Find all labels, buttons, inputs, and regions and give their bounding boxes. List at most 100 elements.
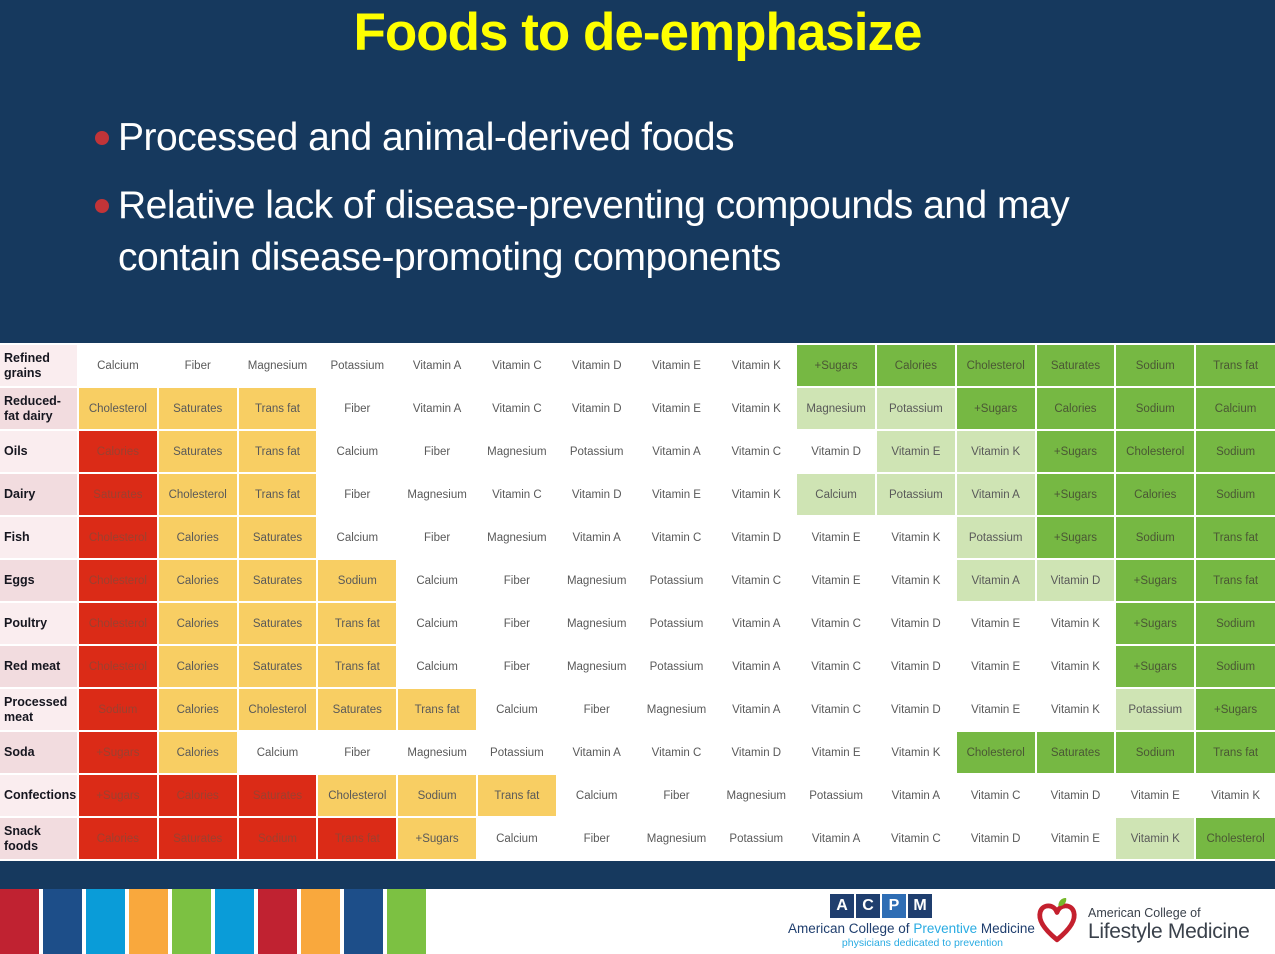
aclm-logo: American College of Lifestyle Medicine: [1034, 897, 1250, 952]
nutrient-cell: Vitamin A: [715, 687, 798, 732]
nutrient-cell: Sodium: [1194, 429, 1275, 474]
nutrient-cell: Vitamin C: [635, 515, 718, 560]
nutrient-cell: Magnesium: [475, 515, 558, 560]
footer-square: [387, 889, 426, 954]
nutrient-cell: Trans fat: [236, 472, 319, 517]
nutrient-cell: Cholesterol: [1194, 816, 1275, 861]
nutrient-cell: Vitamin E: [954, 687, 1037, 732]
nutrient-cell: +Sugars: [77, 730, 159, 775]
nutrient-cell: Vitamin D: [874, 601, 957, 646]
nutrient-cell: Cholesterol: [156, 472, 239, 517]
nutrient-cell: Vitamin C: [475, 472, 558, 517]
nutrient-cell: +Sugars: [1114, 601, 1197, 646]
nutrient-cell: Vitamin E: [635, 386, 718, 431]
nutrient-cell: Vitamin K: [715, 472, 798, 517]
aclm-text: American College of Lifestyle Medicine: [1088, 906, 1250, 944]
nutrient-cell: Vitamin E: [795, 558, 877, 603]
nutrient-cell: Calcium: [475, 816, 558, 861]
footer-square: [129, 889, 168, 954]
nutrient-cell: Vitamin E: [635, 343, 718, 388]
nutrient-cell: Vitamin D: [1034, 558, 1117, 603]
nutrient-cell: Vitamin D: [874, 644, 957, 689]
row-label: Snack foods: [0, 816, 79, 861]
nutrient-cell: Vitamin A: [635, 429, 718, 474]
row-label: Confections: [0, 773, 79, 818]
nutrient-cell: Saturates: [236, 601, 319, 646]
nutrient-cell: Potassium: [316, 343, 399, 388]
nutrient-cell: Vitamin D: [874, 687, 957, 732]
nutrient-cell: Trans fat: [475, 773, 558, 818]
nutrient-cell: Calories: [156, 730, 239, 775]
acpm-name-highlight: Preventive: [913, 921, 978, 936]
bullet-dot-icon: [95, 199, 109, 214]
nutrient-cell: Potassium: [635, 601, 718, 646]
nutrient-cell: Vitamin D: [555, 472, 638, 517]
nutrient-cell: Calcium: [236, 730, 319, 775]
bullet-item: Relative lack of disease-preventing comp…: [95, 180, 1185, 283]
footer-square: [86, 889, 125, 954]
nutrient-cell: Vitamin A: [954, 472, 1037, 517]
nutrient-cell: Vitamin K: [715, 386, 798, 431]
nutrient-cell: Cholesterol: [77, 515, 159, 560]
nutrient-cell: Potassium: [635, 644, 718, 689]
footer-square: [43, 889, 82, 954]
nutrient-cell: +Sugars: [1114, 558, 1197, 603]
nutrient-cell: Vitamin A: [555, 730, 638, 775]
footer-square: [215, 889, 254, 954]
nutrient-cell: Calcium: [396, 601, 478, 646]
nutrient-cell: +Sugars: [396, 816, 478, 861]
acpm-name-part: Medicine: [977, 921, 1035, 936]
nutrient-cell: Saturates: [236, 515, 319, 560]
nutrient-cell: Fiber: [316, 472, 399, 517]
nutrient-cell: Vitamin C: [715, 429, 798, 474]
nutrient-cell: Vitamin A: [874, 773, 957, 818]
nutrient-cell: Calories: [156, 558, 239, 603]
nutrient-cell: Vitamin D: [795, 429, 877, 474]
nutrient-cell: Saturates: [236, 644, 319, 689]
nutrient-cell: +Sugars: [1194, 687, 1275, 732]
nutrient-cell: Vitamin E: [795, 730, 877, 775]
nutrient-cell: Sodium: [1194, 601, 1275, 646]
nutrient-cell: +Sugars: [1034, 472, 1117, 517]
nutrient-cell: Fiber: [316, 730, 399, 775]
bullet-text: Processed and animal-derived foods: [118, 116, 735, 159]
row-label: Oils: [0, 429, 79, 474]
nutrient-cell: Saturates: [156, 386, 239, 431]
nutrient-cell: Magnesium: [396, 730, 478, 775]
nutrient-cell: Calcium: [316, 429, 399, 474]
nutrient-cell: Saturates: [156, 429, 239, 474]
footer-square: [344, 889, 383, 954]
nutrient-cell: Vitamin A: [715, 644, 798, 689]
nutrient-cell: Trans fat: [1194, 343, 1275, 388]
nutrient-cell: Potassium: [635, 558, 718, 603]
acpm-name-part: American College of: [788, 921, 914, 936]
nutrient-cell: Sodium: [236, 816, 319, 861]
bullet-text: Relative lack of disease-preventing comp…: [118, 184, 1070, 279]
row-label: Reduced-fat dairy: [0, 386, 79, 431]
nutrient-cell: Vitamin C: [715, 558, 798, 603]
nutrient-cell: Vitamin E: [795, 515, 877, 560]
nutrient-cell: Vitamin K: [874, 558, 957, 603]
nutrient-cell: Potassium: [715, 816, 798, 861]
nutrient-cell: Calories: [1034, 386, 1117, 431]
nutrient-cell: Sodium: [396, 773, 478, 818]
nutrient-cell: Vitamin E: [635, 472, 718, 517]
table-row: Processed meat Sodium Calories Cholesterol S…: [0, 687, 1275, 732]
nutrient-cell: Magnesium: [236, 343, 319, 388]
nutrient-cell: Fiber: [475, 558, 558, 603]
nutrient-cell: Calories: [156, 773, 239, 818]
nutrient-cell: Vitamin K: [874, 515, 957, 560]
nutrient-cell: Potassium: [954, 515, 1037, 560]
nutrient-cell: Fiber: [555, 816, 638, 861]
nutrient-cell: Vitamin K: [1114, 816, 1197, 861]
nutrient-cell: Trans fat: [1194, 515, 1275, 560]
nutrient-cell: Saturates: [77, 472, 159, 517]
nutrient-cell: Calories: [874, 343, 957, 388]
table-row: Soda +Sugars Calories Calcium Fiber Magnesium…: [0, 730, 1275, 775]
nutrient-cell: Fiber: [475, 601, 558, 646]
nutrient-cell: Vitamin D: [555, 343, 638, 388]
nutrient-cell: Vitamin A: [715, 601, 798, 646]
nutrient-cell: Potassium: [1114, 687, 1197, 732]
